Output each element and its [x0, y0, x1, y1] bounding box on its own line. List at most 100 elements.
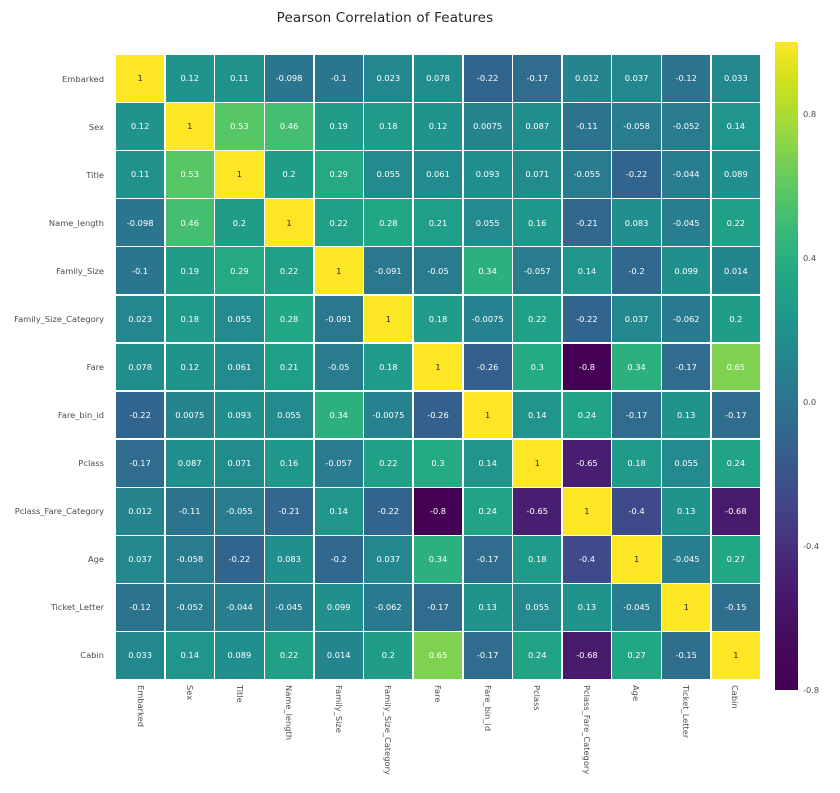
- heatmap-cell: -0.22: [215, 536, 264, 583]
- colorbar-tick-label: 0.0: [803, 397, 817, 407]
- heatmap-cell: 0.28: [264, 295, 314, 343]
- heatmap-cell: 0.012: [562, 55, 612, 102]
- heatmap-cell: 0.22: [513, 295, 562, 343]
- heatmap-cell: -0.11: [165, 487, 214, 535]
- heatmap-cell: 0.055: [264, 391, 314, 439]
- heatmap-cell: 0.27: [612, 632, 661, 679]
- heatmap-cell: -0.11: [562, 103, 612, 150]
- heatmap-cell: 0.055: [215, 295, 264, 343]
- x-axis-label-slot: Pclass: [512, 683, 562, 788]
- heatmap-cell: -0.17: [116, 439, 165, 487]
- heatmap-cell: 0.53: [215, 103, 264, 150]
- x-axis-label: Name_length: [284, 685, 295, 741]
- heatmap-cell: 0.055: [662, 439, 711, 487]
- heatmap-cell: 0.18: [165, 295, 214, 343]
- x-axis-label-slot: Embarked: [116, 683, 166, 788]
- y-axis-label: Title: [86, 170, 104, 180]
- y-axis-tick-labels: Embarked Sex Title Name_length Family_Size Fa…: [0, 55, 110, 679]
- x-axis-label: Age: [631, 685, 642, 702]
- heatmap-cell: 0.13: [662, 391, 711, 439]
- heatmap-cell: -0.098: [116, 199, 165, 247]
- heatmap-cell: 1: [364, 295, 413, 343]
- heatmap-cell: -0.65: [513, 487, 562, 535]
- heatmap-cell: 0.2: [215, 199, 264, 247]
- heatmap-cell: 0.078: [413, 55, 463, 102]
- heatmap-cell: -0.4: [562, 536, 612, 583]
- heatmap-cell: 0.033: [711, 55, 760, 102]
- heatmap-cell: 0.093: [215, 391, 264, 439]
- heatmap-cell: 0.46: [264, 103, 314, 150]
- heatmap-cell: 0.2: [711, 295, 760, 343]
- heatmap-cell: 0.13: [562, 584, 612, 631]
- heatmap-cell: 0.071: [215, 439, 264, 487]
- heatmap-cell: 0.19: [165, 247, 214, 295]
- heatmap-cell: -0.044: [662, 151, 711, 198]
- heatmap-cell: -0.058: [612, 103, 661, 150]
- heatmap-cell: -0.044: [215, 584, 264, 631]
- heatmap-cell: 0.023: [364, 55, 413, 102]
- heatmap-cell: 1: [116, 55, 165, 102]
- heatmap-cell: 0.11: [215, 55, 264, 102]
- heatmap-cell: 0.22: [314, 199, 363, 247]
- heatmap-cell: 0.083: [264, 536, 314, 583]
- heatmap-cell: 0.22: [364, 439, 413, 487]
- heatmap-cell: -0.17: [662, 343, 711, 391]
- heatmap-cell: 1: [612, 536, 661, 583]
- heatmap-cell: -0.062: [662, 295, 711, 343]
- y-axis-label: Family_Size_Category: [14, 314, 104, 324]
- heatmap-cell: -0.15: [711, 584, 760, 631]
- heatmap-cell: 1: [314, 247, 363, 295]
- colorbar-tick-label: 0.4: [803, 253, 817, 263]
- heatmap-cell: 0.12: [413, 103, 463, 150]
- y-axis-label: Pclass: [78, 458, 104, 468]
- heatmap-cell: 0.037: [116, 536, 165, 583]
- x-axis-label-slot: Pclass_Fare_Category: [562, 683, 612, 788]
- heatmap-cell: 0.014: [711, 247, 760, 295]
- heatmap-cell: -0.26: [413, 391, 463, 439]
- heatmap-cell: 0.061: [215, 343, 264, 391]
- x-axis-label-slot: Fare_bin_id: [463, 683, 513, 788]
- heatmap-cell: 0.071: [513, 151, 562, 198]
- heatmap-cell: -0.68: [562, 632, 612, 679]
- heatmap-cell: 0.29: [314, 151, 363, 198]
- heatmap-cell: 0.14: [165, 632, 214, 679]
- heatmap-cell: 0.16: [513, 199, 562, 247]
- heatmap-cell: -0.062: [364, 584, 413, 631]
- heatmap-cell: -0.22: [463, 55, 512, 102]
- heatmap-cell: 0.093: [463, 151, 512, 198]
- x-axis-label: Cabin: [730, 685, 741, 709]
- heatmap-cell: -0.057: [314, 439, 363, 487]
- x-axis-label: Family_Size_Category: [383, 685, 394, 775]
- heatmap-cell: 0.12: [165, 343, 214, 391]
- heatmap-cell: -0.17: [711, 391, 760, 439]
- heatmap-cell: -0.045: [612, 584, 661, 631]
- heatmap-cell: 0.21: [264, 343, 314, 391]
- heatmap-cell: 0.22: [264, 247, 314, 295]
- heatmap-cell: 0.087: [165, 439, 214, 487]
- heatmap-cell: -0.17: [413, 584, 463, 631]
- heatmap-cell: -0.052: [165, 584, 214, 631]
- heatmap-cell: -0.05: [413, 247, 463, 295]
- y-axis-label: Fare: [86, 362, 104, 372]
- heatmap-cell: 1: [662, 584, 711, 631]
- x-axis-label-slot: Sex: [166, 683, 216, 788]
- heatmap-cell: 0.3: [513, 343, 562, 391]
- heatmap-cell: 0.21: [413, 199, 463, 247]
- heatmap-cell: -0.68: [711, 487, 760, 535]
- heatmap-cell: -0.055: [215, 487, 264, 535]
- heatmap-cell: 0.023: [116, 295, 165, 343]
- heatmap-cell: 0.16: [264, 439, 314, 487]
- colorbar-gradient: [775, 42, 798, 690]
- colorbar-tick-label: -0.4: [803, 541, 820, 551]
- y-axis-label: Cabin: [80, 650, 104, 660]
- heatmap-cell: 0.24: [463, 487, 512, 535]
- y-axis-label: Embarked: [62, 74, 104, 84]
- heatmap-cell: 0.2: [264, 151, 314, 198]
- colorbar-tick-label: -0.8: [803, 685, 820, 695]
- heatmap-cell: 0.089: [215, 632, 264, 679]
- heatmap-cell: -0.17: [612, 391, 661, 439]
- heatmap-cell: 0.055: [463, 199, 512, 247]
- heatmap-cell: -0.1: [314, 55, 363, 102]
- y-axis-label: Ticket_Letter: [50, 602, 104, 612]
- heatmap-cell: 1: [165, 103, 214, 150]
